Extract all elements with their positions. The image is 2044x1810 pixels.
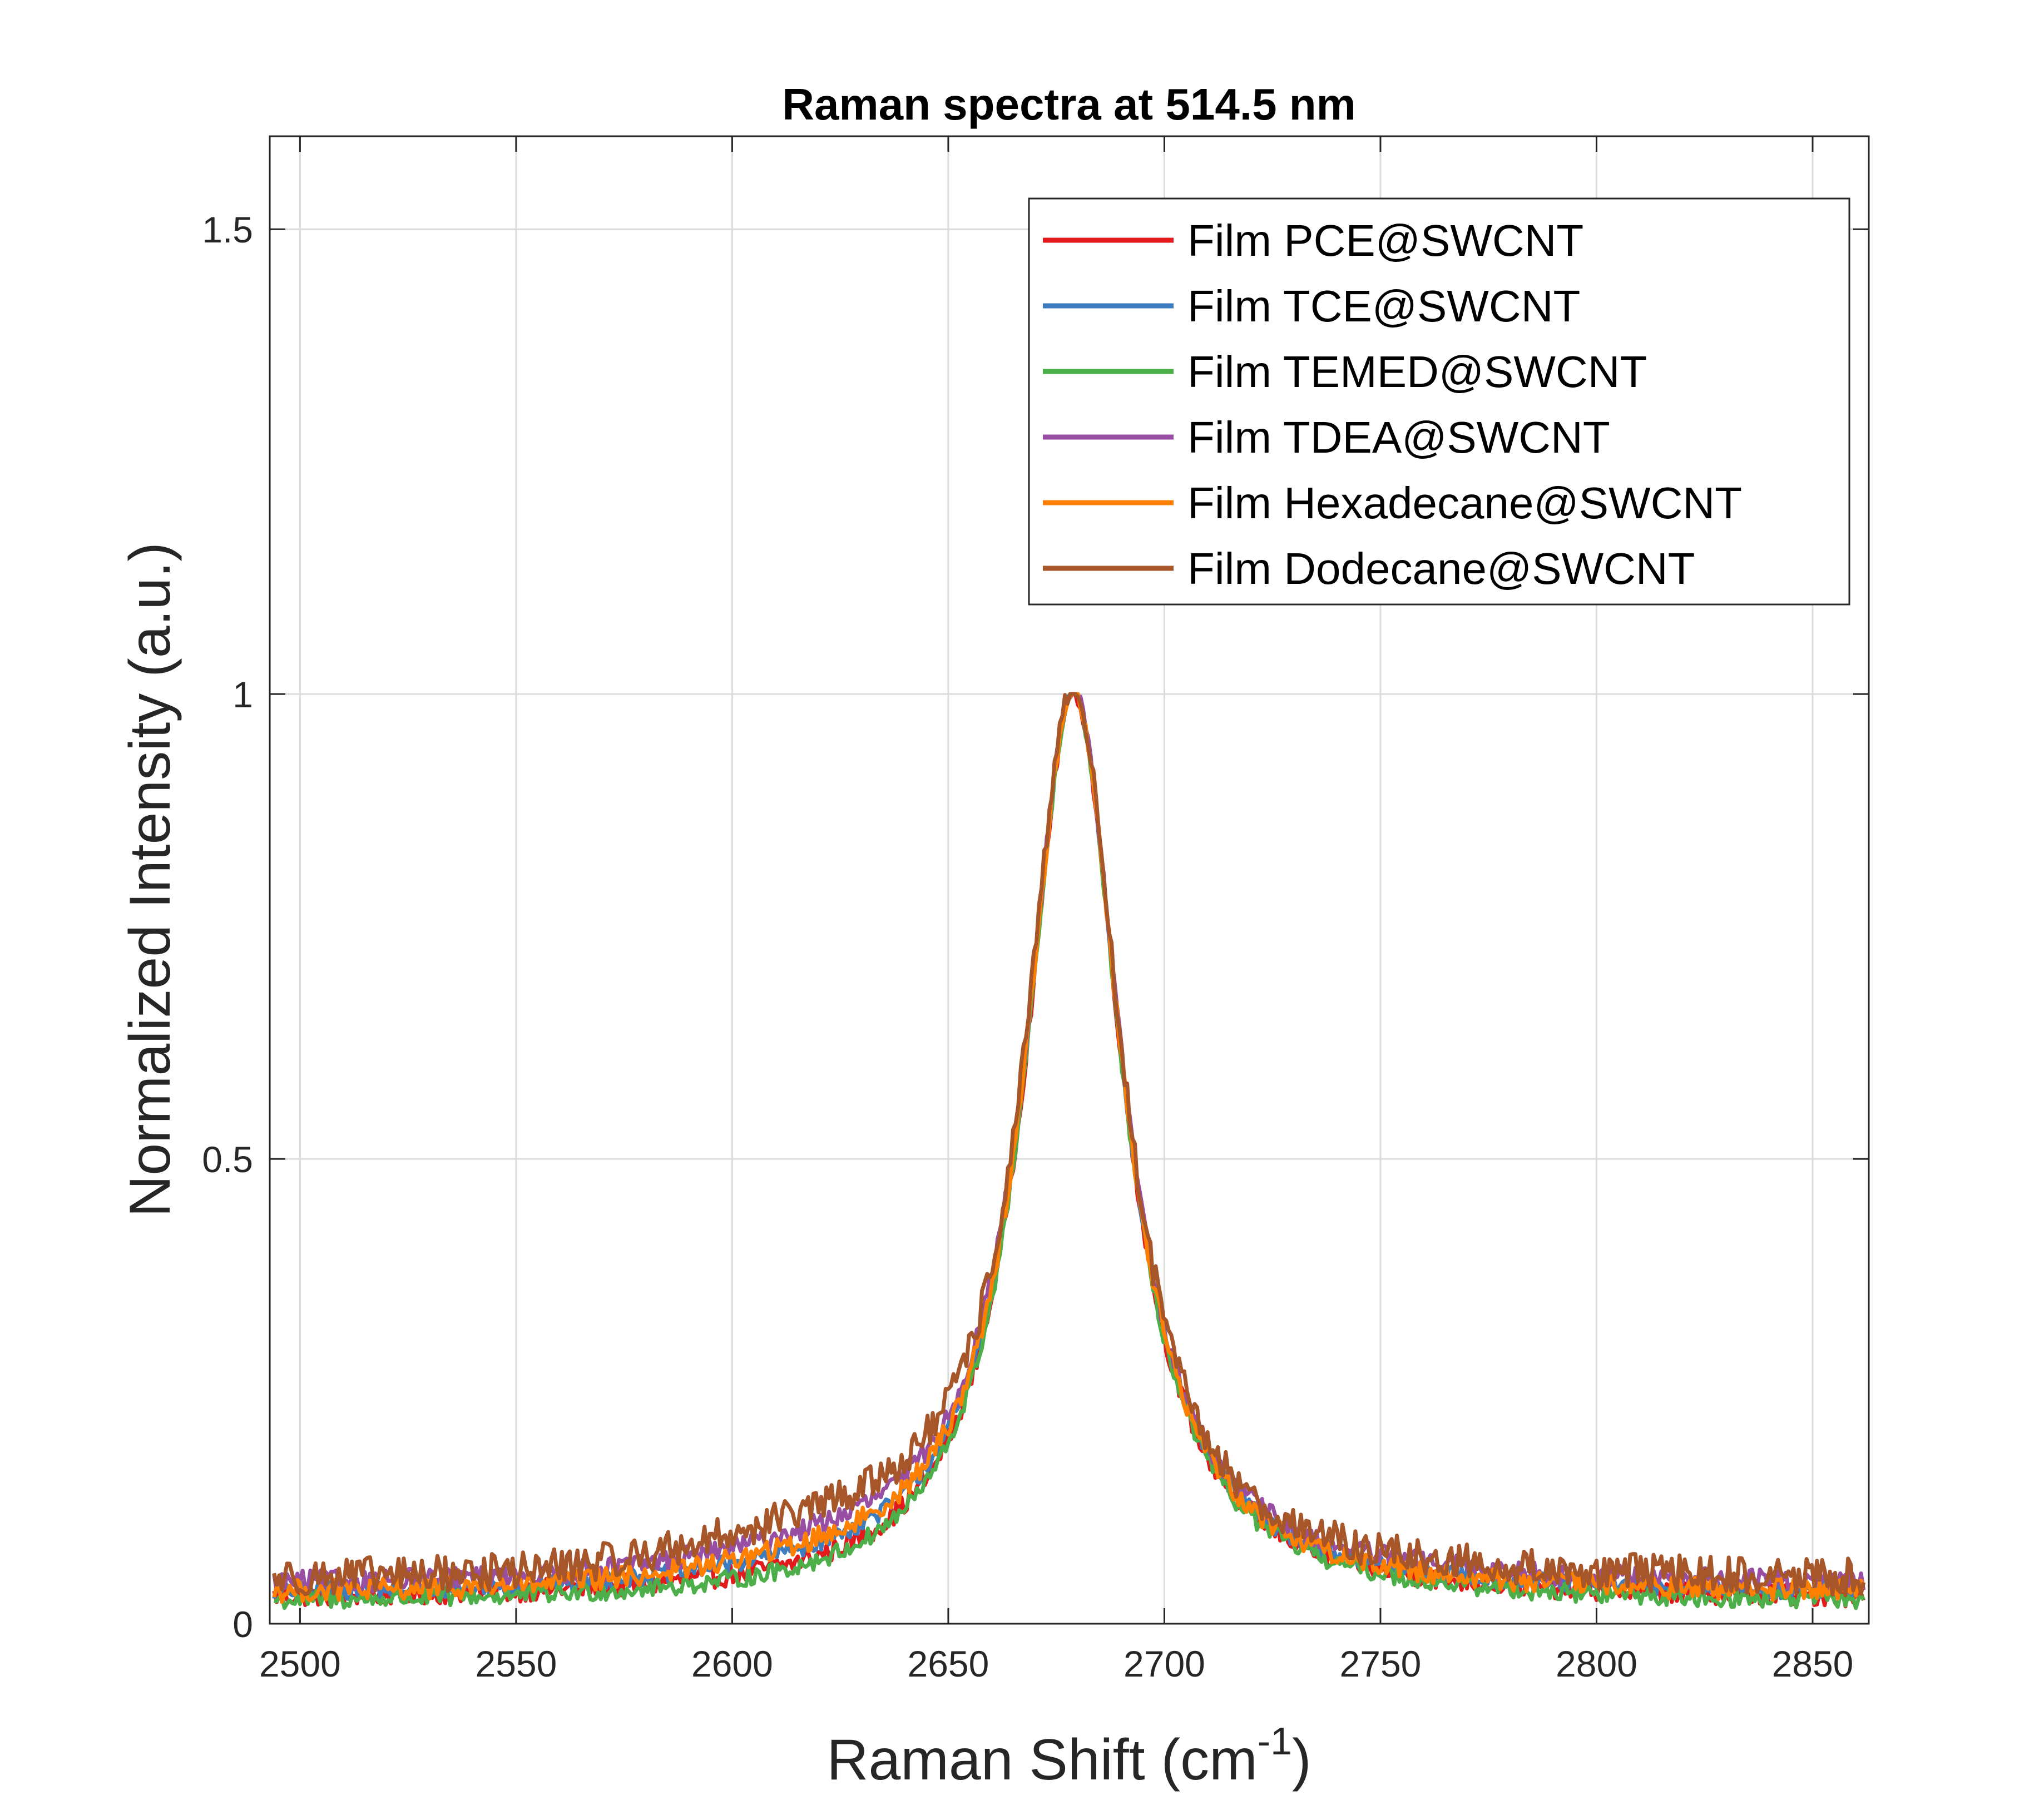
legend-label: Film PCE@SWCNT (1187, 216, 1583, 265)
x-axis-label-main: Raman Shift (cm (826, 1728, 1257, 1792)
legend-label: Film Dodecane@SWCNT (1187, 544, 1695, 593)
x-tick-label: 2800 (1556, 1643, 1637, 1684)
x-tick-label: 2750 (1340, 1643, 1422, 1684)
y-tick-label: 1 (232, 674, 253, 715)
legend-label: Film Hexadecane@SWCNT (1187, 478, 1742, 528)
x-tick-label: 2550 (475, 1643, 557, 1684)
x-tick-label: 2700 (1124, 1643, 1205, 1684)
y-tick-label: 0.5 (202, 1139, 253, 1180)
y-tick-label: 1.5 (202, 209, 253, 250)
y-tick-label: 0 (232, 1604, 253, 1645)
y-axis-label: Normalized Intensity (a.u.) (118, 542, 182, 1217)
x-tick-label: 2500 (259, 1643, 341, 1684)
series-line (272, 692, 1866, 1598)
series-layer (272, 692, 1866, 1610)
x-tick-label: 2850 (1772, 1643, 1854, 1684)
legend-box (1028, 197, 1850, 606)
x-tick-label: 2650 (908, 1643, 989, 1684)
x-axis-label-superscript: -1 (1258, 1719, 1292, 1763)
x-axis-label: Raman Shift (cm-1) (826, 1719, 1311, 1792)
x-tick-label: 2600 (691, 1643, 773, 1684)
x-axis-label-suffix: ) (1292, 1728, 1311, 1792)
legend-label: Film TDEA@SWCNT (1187, 413, 1610, 462)
plot-frame (269, 135, 1870, 1625)
chart-title: Raman spectra at 514.5 nm (782, 80, 1356, 129)
legend-label: Film TEMED@SWCNT (1187, 347, 1647, 396)
ticks: 2500 2550 2600 2650 2700 2750 2800 2850 0 0.5 1 1.5 (202, 136, 1869, 1684)
legend: Film PCE@SWCNT Film TCE@SWCNT Film TEMED@S… (1028, 197, 1850, 606)
legend-label: Film TCE@SWCNT (1187, 281, 1580, 331)
